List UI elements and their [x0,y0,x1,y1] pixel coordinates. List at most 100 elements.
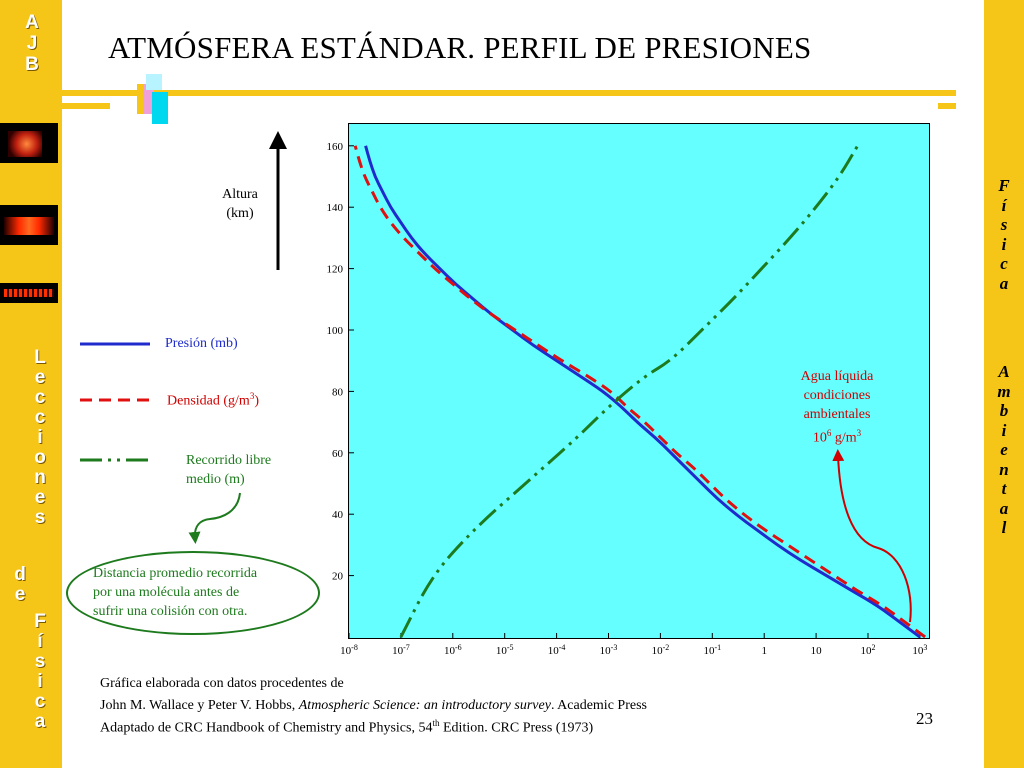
title-decor-line-1 [62,90,956,96]
annotation-line1: Agua líquida [800,369,874,384]
sidebar-right-ambiental-letter: A [998,362,1010,381]
legend-mfp-line1: Recorrido libre [186,453,272,468]
sidebar-image-2 [0,205,58,245]
y-tick-label: 20 [332,571,344,583]
title-decor-block-pink [143,84,153,114]
legend-label-pressure: Presión (mb) [165,336,238,351]
credits-line2-publisher: . Academic Press [550,698,647,713]
sidebar-right-fisica-letter: F [998,176,1010,195]
y-tick-label: 120 [327,264,344,276]
note-text: Distancia promedio recorrida por una mol… [93,564,308,621]
note-pointer-arrow [188,492,241,544]
legend-label-mfp: Recorrido libre medio (m) [186,451,271,489]
page-title: ATMÓSFERA ESTÁNDAR. PERFIL DE PRESIONES [108,30,812,65]
sidebar-fisica-letter: c [34,691,46,712]
sidebar-lecciones-letter: o [34,447,46,468]
sidebar-de-letter: d [14,564,26,585]
annotation-line4-base: 10 [812,430,827,446]
x-tick-label: 1 [761,645,767,657]
y-tick-label: 80 [332,386,344,398]
x-tick-label: 10 [811,645,823,657]
sidebar-fisica-letter: i [37,671,43,692]
y-axis-label-line1: Altura [222,187,258,202]
note-ellipse [66,551,320,635]
sidebar-right-ambiental-letter: n [999,459,1009,479]
y-axis-label-line2: (km) [226,206,254,221]
sidebar-de-letter: e [14,584,26,605]
sidebar-right-fisica-letter: a [999,273,1009,293]
annotation-line4: 106 g/m3 [770,424,904,448]
note-line2: por una molécula antes de [93,585,240,600]
mean-free-path-line [399,145,859,638]
sidebar-right-ambiental-letter: l [1001,518,1007,537]
sidebar-right-fisica-letter: i [1001,234,1007,254]
sidebar-right-ambiental-letter: i [1001,420,1007,440]
annotation-line4-unit: g/m [831,430,857,446]
right-sidebar [984,0,1024,768]
sidebar-right-fisica-letter: c [1000,254,1008,273]
annotation-liquid-water: Agua líquida condiciones ambientales 106… [770,367,904,448]
y-tick-label: 60 [332,448,344,460]
sidebar-right-fisica-letter: í [1001,195,1007,215]
legend-mfp-line2: medio (m) [186,472,245,487]
x-tick-label: 103 [912,643,927,657]
title-decor-line-3 [938,103,956,109]
sidebar-right-ambiental-letter: m [997,381,1011,401]
sidebar-lecciones-letter: L [34,347,46,368]
credits-line3: Adaptado de CRC Handbook of Chemistry an… [100,718,593,737]
y-tick-label: 140 [327,202,344,214]
sidebar-lecciones-letter: n [34,467,46,488]
annotation-line3: ambientales [803,407,871,422]
sidebar-image-1 [0,123,58,163]
x-tick-label: 10-7 [392,643,410,657]
y-tick-label: 40 [332,509,344,521]
sidebar-initial-letter: B [25,54,39,75]
page-number: 23 [916,709,933,728]
title-decor-block-cyan [152,92,168,124]
x-tick-label: 10-4 [548,643,566,657]
x-tick-label: 10-6 [444,643,462,657]
sidebar-lecciones-letter: c [34,407,46,428]
x-tick-label: 10-5 [496,643,514,657]
y-tick-label: 100 [327,325,344,337]
credits-line3-sup: th [432,718,440,728]
x-tick-label: 10-8 [340,643,358,657]
credits-line2: John M. Wallace y Peter V. Hobbs, Atmosp… [100,698,647,714]
y-axis-label: Altura (km) [210,185,270,223]
sidebar-image-3 [0,283,58,303]
credits-line2-authors: John M. Wallace y Peter V. Hobbs, [100,698,299,713]
sidebar-right-fisica-letter: s [1000,215,1008,234]
note-line3: sufrir una colisión con otra. [93,604,248,619]
note-line1: Distancia promedio recorrida [93,566,258,581]
pressure-line [364,145,921,639]
annotation-line2: condiciones [803,388,871,403]
annotation-line4-unit-sup: 3 [856,428,862,438]
legend-density-suffix: ) [254,393,259,409]
sidebar-initial-letter: A [25,12,39,33]
sidebar-initial-letter: J [26,33,38,54]
title-decor-block-cyan-light [146,74,162,90]
x-tick-label: 10-3 [600,643,618,657]
sidebar-lecciones-letter: e [34,367,46,388]
sidebar-fisica-letter: í [37,631,43,652]
legend-density-prefix: Densidad (g/m [167,393,250,409]
x-tick-label: 10-1 [703,643,721,657]
sidebar-lecciones-letter: e [34,487,46,508]
annotation-arrow [832,449,912,623]
sidebar-right-ambiental-letter: e [1000,440,1008,459]
x-tick-label: 102 [861,643,876,657]
sidebar-lecciones-letter: i [37,427,43,448]
sidebar-lecciones-letter: s [34,507,46,528]
legend-density-sup: 3 [249,391,255,401]
sidebar-right-ambiental-letter: b [999,401,1009,420]
sidebar-right-ambiental-letter: a [999,498,1009,518]
sidebar-lecciones-letter: c [34,387,46,408]
credits-line3-source: Adaptado de CRC Handbook of Chemistry an… [100,720,433,736]
